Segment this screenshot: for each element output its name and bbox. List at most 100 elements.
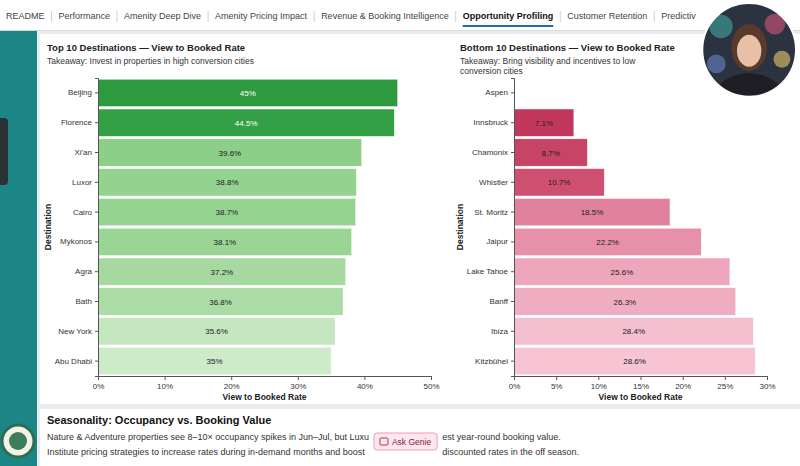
- tick-mark: [511, 152, 514, 153]
- tab-label[interactable]: Revenue & Booking Intelligence: [321, 11, 449, 21]
- tick: 10%: [591, 376, 607, 391]
- tick: Agra: [75, 267, 98, 276]
- button-icon: [380, 438, 388, 445]
- tab-label[interactable]: Amenity Pricing Impact: [215, 11, 308, 21]
- data-label: 38.1%: [214, 238, 237, 247]
- data-label: 28.4%: [622, 327, 645, 336]
- bar: [98, 258, 346, 285]
- tick: St. Moritz: [474, 208, 514, 217]
- tick: Innsbruck: [473, 118, 514, 127]
- data-label: 28.6%: [623, 357, 646, 366]
- x-axis: 0%5%10%15%20%25%30%: [509, 376, 776, 391]
- tab-label[interactable]: Predictiv: [661, 11, 696, 21]
- data-label: 25.6%: [611, 268, 634, 277]
- webcam: [702, 3, 796, 115]
- data-label: 44.5%: [235, 119, 258, 128]
- tick: 15%: [633, 376, 649, 391]
- webcam-bokeh: [709, 15, 732, 38]
- axis-line: [515, 377, 768, 381]
- tick: 10%: [157, 376, 173, 391]
- tick-label: New York: [58, 327, 93, 336]
- text-line: Takeaway: Invest in properties in high c…: [47, 56, 254, 66]
- tick: 50%: [423, 376, 439, 391]
- text-line: Takeaway: Bring visibility and incentive…: [460, 56, 636, 66]
- tab-separator: [455, 11, 456, 22]
- tick-label: 10%: [591, 382, 607, 391]
- tick: Whistler: [479, 178, 514, 187]
- tick-mark: [95, 212, 98, 213]
- chart-subtitle: Takeaway: Invest in properties in high c…: [47, 56, 254, 66]
- section-text: Nature & Adventure properties see 8–10× …: [47, 432, 369, 442]
- chart: Bottom 10 Destinations — View to Booked …: [455, 42, 776, 402]
- chart-panel: [40, 34, 800, 404]
- tick-label: Chamonix: [472, 148, 508, 157]
- tick-mark: [95, 361, 98, 362]
- bar: [98, 79, 398, 106]
- tick-mark: [95, 331, 98, 332]
- tick-label: 0%: [509, 382, 521, 391]
- tick-mark: [511, 182, 514, 183]
- y-axis: BeijingFlorenceXi'anLuxorCairoMykonosAgr…: [55, 79, 99, 377]
- data-label: 7.1%: [535, 119, 553, 128]
- tick-label: Luxor: [72, 178, 92, 187]
- tab-label[interactable]: Opportunity Profiling: [463, 11, 554, 21]
- tick-mark: [511, 271, 514, 272]
- tick: 20%: [675, 376, 691, 391]
- tick-mark: [511, 92, 514, 93]
- tick-mark: [95, 182, 98, 183]
- tick-label: Lake Tahoe: [467, 267, 509, 276]
- tabs: README Performance Amenity Deep Dive Amenit…: [6, 11, 696, 27]
- x-axis-title: View to Booked Rate: [599, 392, 683, 402]
- bar: [98, 198, 356, 225]
- tab-label[interactable]: Performance: [59, 11, 111, 21]
- tick-label: Aspen: [485, 88, 508, 97]
- tab-separator: [654, 11, 655, 22]
- tab-separator: [208, 11, 209, 22]
- logo: [2, 425, 34, 457]
- tick: Cairo: [73, 208, 98, 217]
- bar: [98, 288, 343, 315]
- y-axis-title: Destination: [43, 204, 53, 250]
- tab-underline: [463, 25, 554, 27]
- chart-subtitle: Takeaway: Bring visibility and incentive…: [460, 56, 636, 76]
- tick-mark: [683, 376, 684, 380]
- bar: [98, 139, 362, 166]
- bar: [514, 318, 754, 345]
- tick-mark: [95, 271, 98, 272]
- bar: [514, 109, 574, 136]
- sidebar-handle: [0, 118, 8, 185]
- tab-label[interactable]: Customer Retention: [567, 11, 647, 21]
- tick-mark: [165, 376, 166, 380]
- ask-button[interactable]: Ask Genie: [374, 433, 437, 450]
- section-text: est year-round booking value.: [442, 432, 561, 442]
- tick-label: Cairo: [73, 208, 93, 217]
- tick-label: Innsbruck: [473, 118, 509, 127]
- button-label[interactable]: Ask Genie: [392, 437, 431, 447]
- axis-line: [99, 377, 432, 381]
- data-label: 45%: [240, 89, 256, 98]
- section-text: discounted rates in the off season.: [442, 447, 579, 457]
- tab-label[interactable]: Amenity Deep Dive: [124, 11, 201, 21]
- bar: [98, 347, 331, 374]
- tick: 40%: [357, 376, 373, 391]
- tick: 20%: [224, 376, 240, 391]
- tick-label: 15%: [633, 382, 649, 391]
- chart-title: Top 10 Destinations — View to Booked Rat…: [47, 42, 245, 53]
- tab-label[interactable]: README: [6, 11, 45, 21]
- tick-label: Kitzbühel: [475, 357, 508, 366]
- tick: 30%: [759, 376, 775, 391]
- tick-mark: [298, 376, 299, 380]
- section-text: Institute pricing strategies to increase…: [47, 447, 365, 457]
- button-background[interactable]: [374, 433, 437, 450]
- bar: [514, 228, 701, 255]
- data-label: 26.3%: [614, 298, 637, 307]
- tick: 0%: [509, 376, 521, 391]
- tick-mark: [95, 301, 98, 302]
- tick: New York: [58, 327, 98, 336]
- tick-label: Agra: [75, 267, 92, 276]
- tick-mark: [511, 212, 514, 213]
- tick-mark: [511, 361, 514, 362]
- webcam-bokeh: [707, 55, 726, 74]
- data-labels: 7.1%8.7%10.7%18.5%22.2%25.6%26.3%28.4%28…: [535, 119, 646, 366]
- data-label: 35.6%: [205, 327, 228, 336]
